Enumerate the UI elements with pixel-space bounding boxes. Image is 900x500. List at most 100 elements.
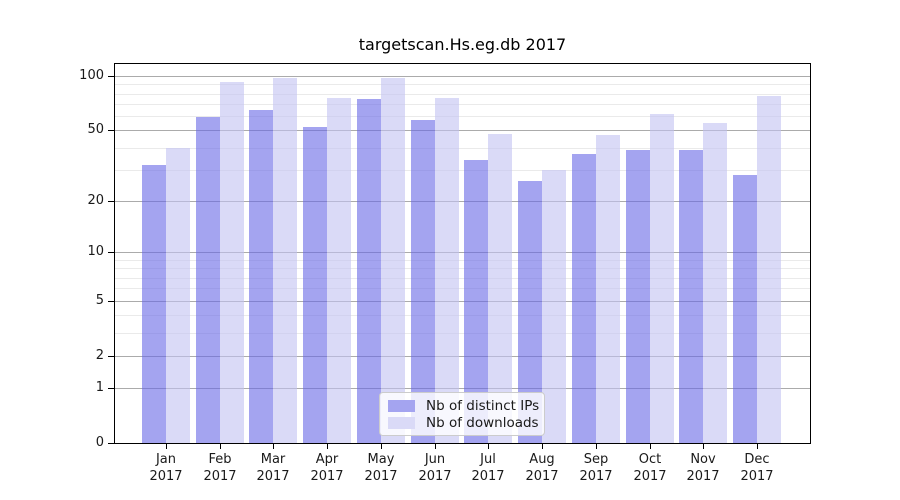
bar-downloads-jun (435, 98, 459, 443)
y-tick-mark (108, 201, 114, 202)
x-tick-mark (650, 444, 651, 449)
x-tick-label-month: Sep (583, 452, 609, 467)
x-tick-label-month: Dec (744, 452, 770, 467)
x-tick-label-year: 2017 (256, 469, 290, 484)
major-gridline (115, 356, 810, 357)
y-tick-label: 50 (87, 122, 104, 137)
bar-downloads-apr (327, 98, 351, 443)
bar-distinct-ips-may (357, 99, 381, 443)
legend-label: Nb of distinct IPs (426, 397, 540, 414)
minor-gridline (115, 94, 810, 95)
y-tick-mark (108, 388, 114, 389)
x-tick-label-year: 2017 (471, 469, 505, 484)
legend-swatch-distinct-ips (388, 399, 415, 412)
y-tick-label: 1 (95, 380, 104, 395)
minor-gridline (115, 148, 810, 149)
x-tick-mark (166, 444, 167, 449)
major-gridline (115, 130, 810, 131)
x-tick-label-month: May (367, 452, 395, 467)
legend: Nb of distinct IPs Nb of downloads (379, 392, 545, 436)
minor-gridline (115, 268, 810, 269)
bar-downloads-jan (166, 148, 190, 443)
bar-distinct-ips-nov (679, 150, 703, 443)
minor-gridline (115, 278, 810, 279)
legend-item: Nb of downloads (388, 414, 539, 431)
x-tick-label-year: 2017 (149, 469, 183, 484)
legend-item: Nb of distinct IPs (388, 397, 540, 414)
x-tick-label-month: Jul (480, 452, 496, 467)
bar-downloads-nov (703, 123, 727, 443)
bar-distinct-ips-sep (572, 154, 596, 443)
x-tick-label-year: 2017 (364, 469, 398, 484)
x-tick-label-year: 2017 (203, 469, 237, 484)
x-tick-label-year: 2017 (633, 469, 667, 484)
bar-downloads-aug (542, 170, 566, 443)
y-tick-mark (108, 356, 114, 357)
x-tick-label-month: Apr (315, 452, 339, 467)
x-tick-label-year: 2017 (418, 469, 452, 484)
minor-gridline (115, 84, 810, 85)
x-tick-mark (381, 444, 382, 449)
plot-area (114, 63, 811, 444)
major-gridline (115, 76, 810, 77)
y-tick-mark (108, 130, 114, 131)
x-tick-label-month: Jan (155, 452, 177, 467)
bar-downloads-may (381, 78, 405, 443)
x-tick-label-month: Oct (638, 452, 662, 467)
legend-label: Nb of downloads (426, 414, 539, 431)
minor-gridline (115, 288, 810, 289)
x-tick-label-month: Nov (690, 452, 716, 467)
x-tick-mark (273, 444, 274, 449)
bar-distinct-ips-feb (196, 117, 220, 443)
bar-distinct-ips-mar (249, 110, 273, 443)
major-gridline (115, 201, 810, 202)
bar-distinct-ips-jan (142, 165, 166, 443)
x-tick-label-month: Jun (424, 452, 446, 467)
x-tick-mark (757, 444, 758, 449)
y-tick-mark (108, 443, 114, 444)
bar-distinct-ips-apr (303, 127, 327, 443)
y-tick-mark (108, 76, 114, 77)
minor-gridline (115, 333, 810, 334)
x-tick-label-year: 2017 (525, 469, 559, 484)
y-tick-mark (108, 301, 114, 302)
x-tick-label-year: 2017 (579, 469, 613, 484)
bar-downloads-feb (220, 82, 244, 443)
bar-distinct-ips-oct (626, 150, 650, 443)
legend-swatch-downloads (388, 416, 415, 429)
bar-downloads-oct (650, 114, 674, 443)
x-tick-mark (435, 444, 436, 449)
minor-gridline (115, 116, 810, 117)
x-tick-label-month: Feb (208, 452, 232, 467)
x-tick-label-year: 2017 (310, 469, 344, 484)
y-tick-label: 10 (87, 244, 104, 259)
bar-downloads-mar (273, 78, 297, 443)
y-tick-label: 100 (79, 68, 104, 83)
bar-downloads-jul (488, 134, 512, 443)
chart-title: targetscan.Hs.eg.db 2017 (358, 35, 567, 54)
x-tick-label-month: Aug (529, 452, 555, 467)
y-tick-label: 5 (95, 293, 104, 308)
minor-gridline (115, 104, 810, 105)
x-tick-label-month: Mar (260, 452, 286, 467)
minor-gridline (115, 315, 810, 316)
x-tick-mark (327, 444, 328, 449)
x-tick-mark (596, 444, 597, 449)
minor-gridline (115, 260, 810, 261)
x-tick-label-year: 2017 (740, 469, 774, 484)
bar-distinct-ips-dec (733, 175, 757, 443)
x-tick-mark (220, 444, 221, 449)
y-tick-label: 20 (87, 193, 104, 208)
x-tick-mark (542, 444, 543, 449)
y-tick-mark (108, 252, 114, 253)
bar-downloads-sep (596, 135, 620, 443)
y-tick-label: 0 (95, 435, 104, 450)
x-tick-label-year: 2017 (686, 469, 720, 484)
major-gridline (115, 252, 810, 253)
x-tick-mark (488, 444, 489, 449)
minor-gridline (115, 170, 810, 171)
bar-downloads-dec (757, 96, 781, 443)
y-tick-label: 2 (95, 348, 104, 363)
bar-distinct-ips-jun (411, 120, 435, 443)
